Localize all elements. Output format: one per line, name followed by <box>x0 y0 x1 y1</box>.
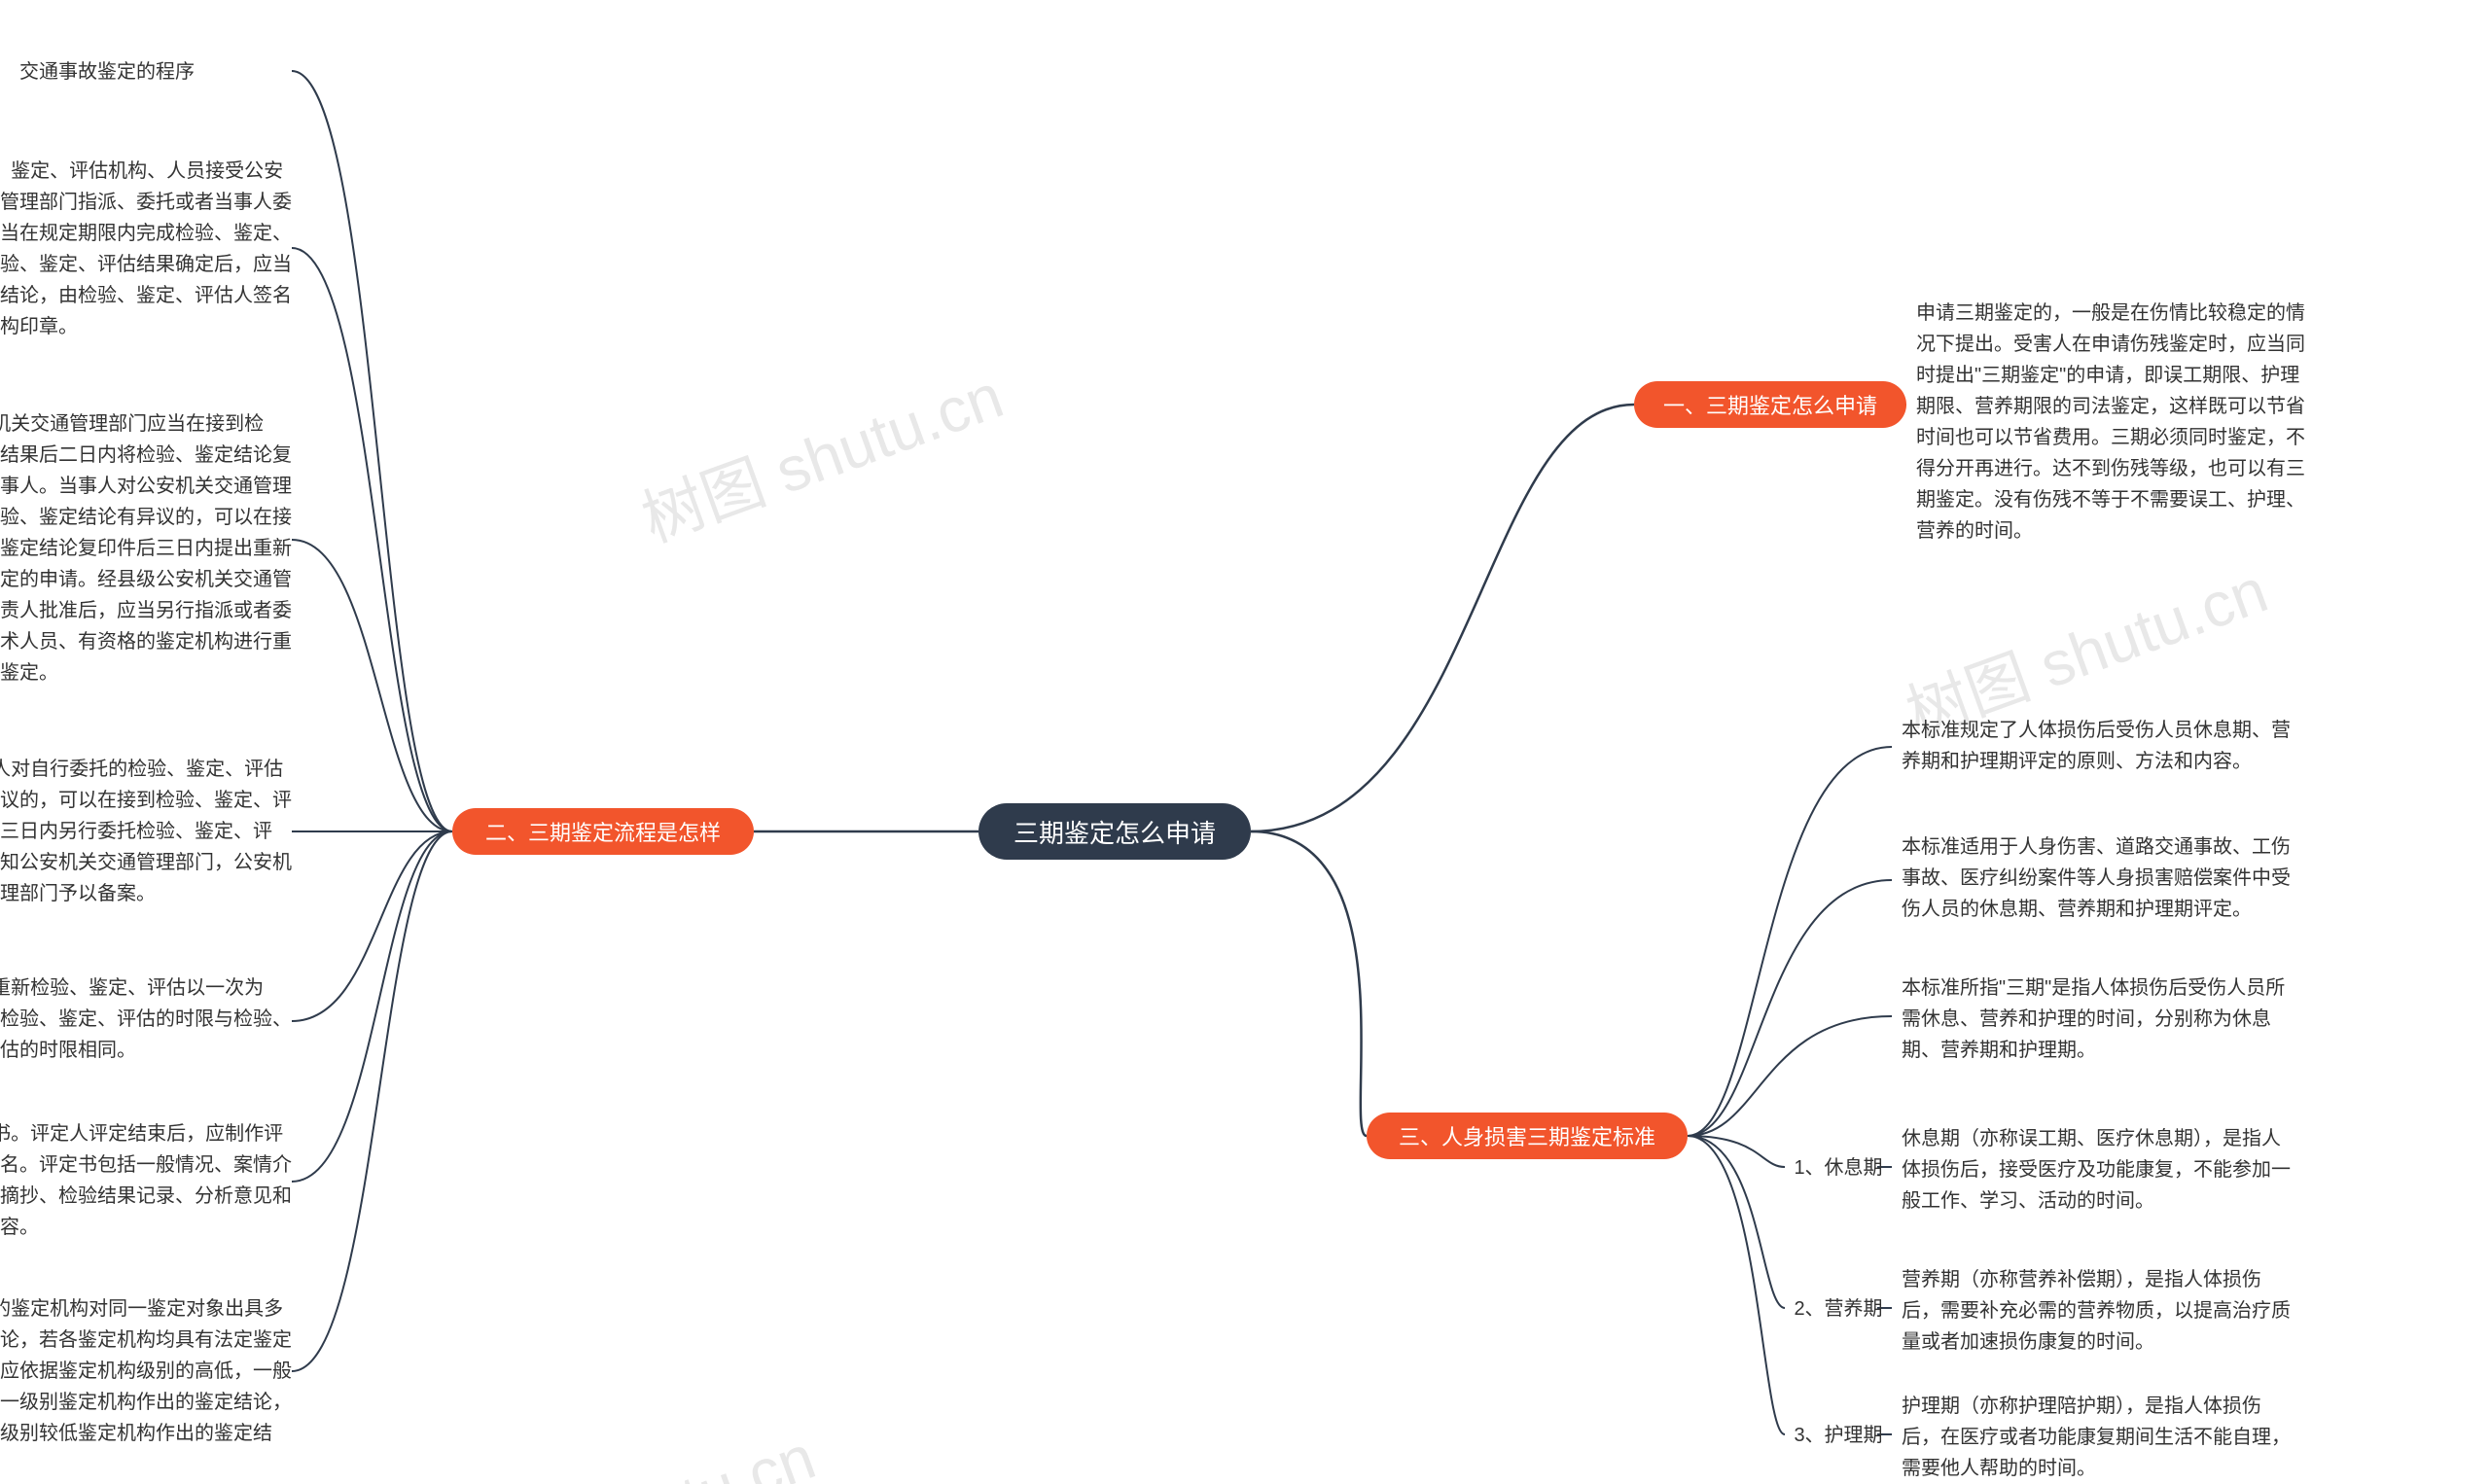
leaf-b3-4: 营养期（亦称营养补偿期），是指人体损伤后，需要补充必需的营养物质，以提高治疗质量… <box>1902 1264 2291 1358</box>
leaf-b2-6: 6、不同的鉴定机构对同一鉴定对象出具多份鉴定结论，若各鉴定机构均具有法定鉴定资格… <box>0 1293 292 1480</box>
leaf-b3-1: 本标准适用于人身伤害、道路交通事故、工伤事故、医疗纠纷案件等人身损害赔偿案件中受… <box>1902 831 2291 925</box>
leaf-b3-5: 护理期（亦称护理陪护期），是指人体损伤后，在医疗或者功能康复期间生活不能自理，需… <box>1902 1391 2291 1484</box>
branch-node-1: 一、三期鉴定怎么申请 <box>1634 381 1906 428</box>
watermark: 树图 shutu.cn <box>628 346 1014 559</box>
leaf-b2-1: 1、检验、鉴定、评估机构、人员接受公安机关交通管理部门指派、委托或者当事人委托的… <box>0 156 292 342</box>
leaf-b2-3: 3、当事人对自行委托的检验、鉴定、评估结论有异议的，可以在接到检验、鉴定、评估结… <box>0 754 292 909</box>
root-node: 三期鉴定怎么申请 <box>978 803 1251 860</box>
leaf-b2-4: 4、申请重新检验、鉴定、评估以一次为限。重新检验、鉴定、评估的时限与检验、鉴定、… <box>0 972 292 1066</box>
leaf-b3-5-label: 3、护理期 <box>1790 1420 1887 1451</box>
branch-node-2: 二、三期鉴定流程是怎样 <box>452 808 754 855</box>
root-label: 三期鉴定怎么申请 <box>1014 814 1216 850</box>
leaf-b3-2: 本标准所指"三期"是指人体损伤后受伤人员所需休息、营养和护理的时间，分别称为休息… <box>1902 972 2291 1066</box>
leaf-b2-5: 5、评定书。评定人评定结束后，应制作评定书并签名。评定书包括一般情况、案情介绍、… <box>0 1118 292 1243</box>
branch-label: 一、三期鉴定怎么申请 <box>1663 389 1877 420</box>
leaf-b3-4-label: 2、营养期 <box>1790 1293 1887 1325</box>
leaf-b2-0: 交通事故鉴定的程序 <box>0 56 292 88</box>
branch-label: 二、三期鉴定流程是怎样 <box>485 816 721 847</box>
watermark: shutu.cn <box>579 1421 825 1484</box>
leaf-b3-3-label: 1、休息期 <box>1790 1152 1887 1184</box>
branch-label: 三、人身损害三期鉴定标准 <box>1399 1120 1655 1151</box>
leaf-b3-0: 本标准规定了人体损伤后受伤人员休息期、营养期和护理期评定的原则、方法和内容。 <box>1902 715 2291 777</box>
leaf-b3-3: 休息期（亦称误工期、医疗休息期），是指人体损伤后，接受医疗及功能康复，不能参加一… <box>1902 1123 2291 1217</box>
branch-node-3: 三、人身损害三期鉴定标准 <box>1367 1113 1688 1159</box>
leaf-b1: 申请三期鉴定的，一般是在伤情比较稳定的情况下提出。受害人在申请伤残鉴定时，应当同… <box>1916 298 2315 547</box>
leaf-b2-2: 2、公安机关交通管理部门应当在接到检验、鉴定结果后二日内将检验、鉴定结论复印件交… <box>0 408 292 689</box>
